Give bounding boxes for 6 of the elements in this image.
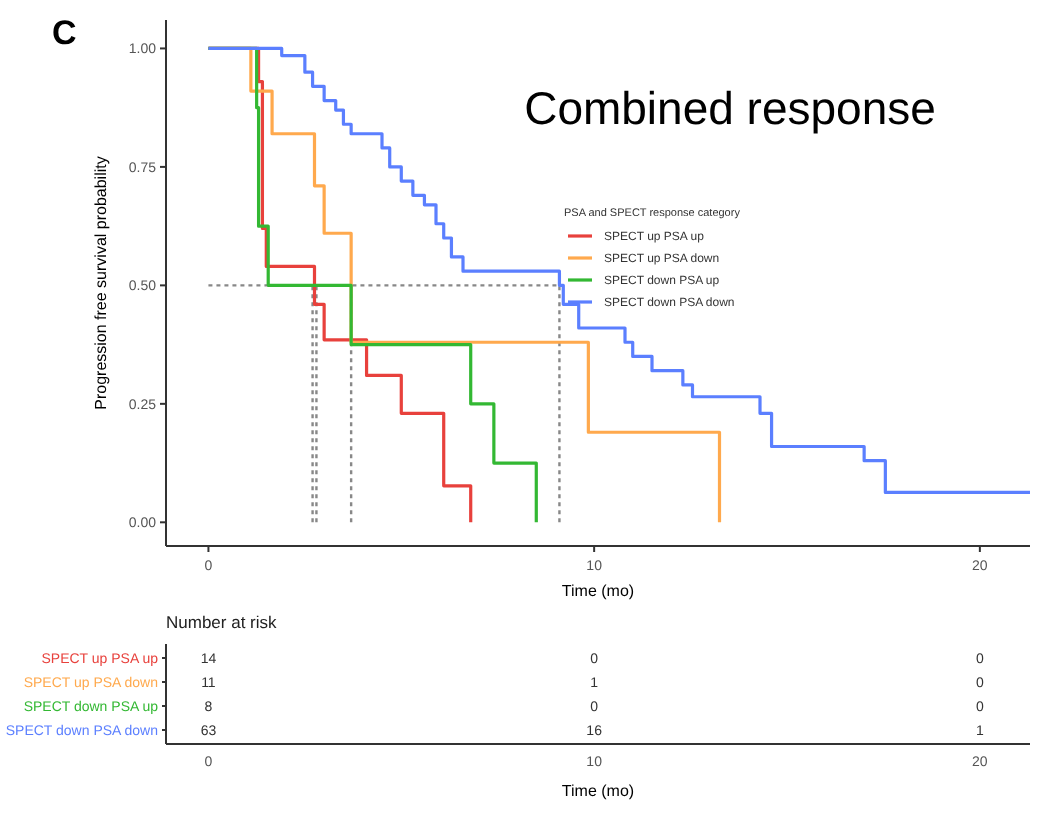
chart-title: Number at risk — [166, 612, 279, 632]
y-axis-title: Progression free survival probability — [92, 156, 110, 410]
x-axis-title: Time (mo) — [561, 782, 635, 800]
x-axis-title: Time (mo) — [561, 582, 635, 600]
text: Combined response — [524, 82, 936, 134]
text: C — [52, 14, 77, 52]
